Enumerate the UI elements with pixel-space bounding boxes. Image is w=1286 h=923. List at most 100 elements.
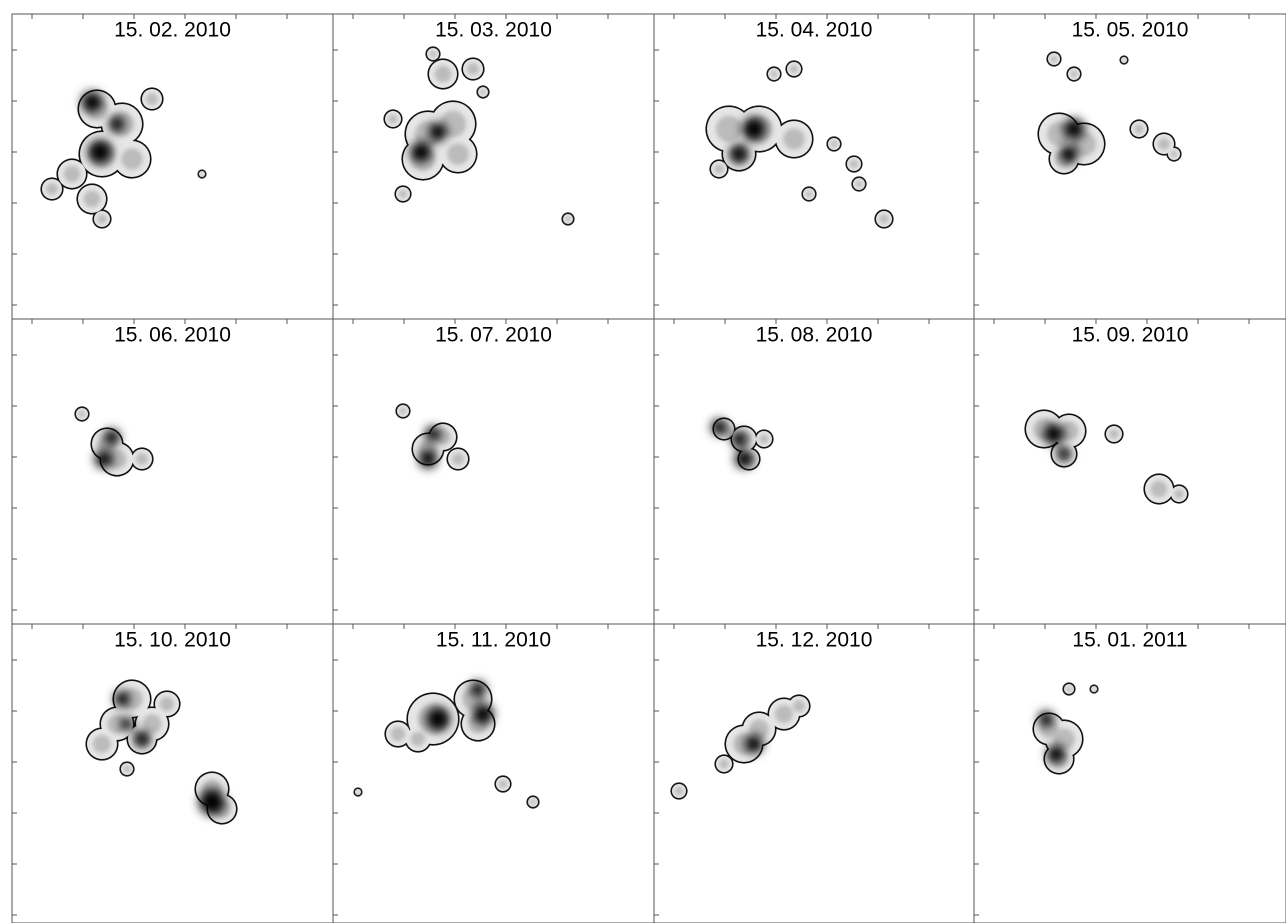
density	[467, 63, 479, 75]
density	[46, 183, 58, 195]
panel-frame	[332, 13, 655, 320]
density-blob	[711, 417, 774, 471]
density-blob	[383, 46, 575, 226]
peak	[410, 141, 432, 163]
density	[356, 790, 360, 794]
density-peak	[418, 426, 441, 469]
density	[388, 114, 398, 124]
density	[1174, 489, 1184, 499]
density-blob	[670, 694, 811, 800]
density	[123, 765, 131, 773]
panel-frame	[332, 318, 655, 625]
panel-frame	[973, 13, 1286, 320]
density-blob	[74, 406, 154, 477]
panel: 15. 08. 2010	[653, 318, 975, 625]
density	[93, 735, 111, 753]
panel: 15. 04. 2010	[653, 13, 975, 320]
density	[1170, 150, 1178, 158]
density	[200, 172, 204, 176]
density	[78, 410, 86, 418]
density-peak	[711, 419, 754, 469]
peak	[470, 681, 486, 697]
density	[429, 50, 437, 58]
density	[775, 705, 793, 723]
density	[146, 93, 158, 105]
panel-title: 15. 12. 2010	[756, 629, 873, 652]
density	[452, 453, 464, 465]
panel-title: 15. 05. 2010	[1072, 19, 1189, 42]
density	[480, 89, 486, 95]
density-core	[674, 700, 805, 796]
peak	[742, 117, 766, 141]
peak	[1046, 744, 1066, 764]
density-blob	[40, 87, 207, 229]
density-peak	[744, 734, 764, 754]
panel-title: 15. 03. 2010	[435, 19, 552, 42]
peak	[1059, 144, 1079, 164]
panel: 15. 01. 2011	[973, 623, 1286, 923]
peak	[1043, 423, 1065, 445]
peak	[744, 734, 764, 754]
density	[107, 449, 127, 469]
density	[1134, 124, 1144, 134]
panel-frame	[11, 623, 334, 923]
panel-frame	[973, 623, 1286, 923]
panel-frame	[973, 318, 1286, 625]
panel: 15. 07. 2010	[332, 318, 655, 625]
density	[1066, 686, 1072, 692]
panel-title: 15. 01. 2011	[1072, 629, 1187, 652]
panel: 15. 10. 2010	[11, 623, 334, 923]
density	[410, 731, 426, 747]
panel-title: 15. 04. 2010	[756, 19, 873, 42]
density-peak	[94, 429, 120, 469]
panel-title: 15. 06. 2010	[114, 324, 231, 347]
density	[805, 190, 813, 198]
peak	[1063, 118, 1085, 140]
density-peak	[1059, 118, 1085, 164]
density	[1070, 70, 1078, 78]
density	[136, 453, 148, 465]
peak	[425, 426, 441, 442]
density	[142, 714, 162, 734]
panel-frame	[332, 623, 655, 923]
density	[159, 696, 175, 712]
density	[107, 714, 127, 734]
density	[849, 159, 859, 169]
density	[1158, 138, 1170, 150]
panel-title: 15. 07. 2010	[435, 324, 552, 347]
panel-frame	[653, 623, 975, 923]
peak	[109, 116, 125, 132]
density	[498, 779, 508, 789]
density	[1109, 429, 1119, 439]
peak	[1057, 447, 1071, 461]
density	[1122, 58, 1126, 62]
panel: 15. 05. 2010	[973, 13, 1286, 320]
peak	[134, 731, 150, 747]
panel-title: 15. 08. 2010	[756, 324, 873, 347]
panel-frame	[11, 318, 334, 625]
density	[714, 164, 724, 174]
density	[1053, 728, 1075, 750]
peak	[472, 703, 494, 725]
panel: 15. 09. 2010	[973, 318, 1286, 625]
density	[879, 214, 889, 224]
panel-title: 15. 11. 2010	[436, 629, 551, 652]
density	[434, 65, 452, 83]
density	[855, 180, 863, 188]
density	[530, 799, 536, 805]
density-blob	[705, 60, 894, 229]
peak	[94, 449, 114, 469]
density-blob	[1024, 409, 1189, 505]
density	[1050, 55, 1058, 63]
density	[97, 214, 107, 224]
panel: 15. 12. 2010	[653, 623, 975, 923]
density-peak	[81, 91, 125, 164]
peak	[428, 122, 448, 142]
density	[1150, 480, 1168, 498]
density	[1092, 687, 1096, 691]
density-blob	[1032, 682, 1099, 775]
peak	[734, 449, 754, 469]
peak	[711, 419, 727, 435]
density-peak	[426, 681, 494, 731]
